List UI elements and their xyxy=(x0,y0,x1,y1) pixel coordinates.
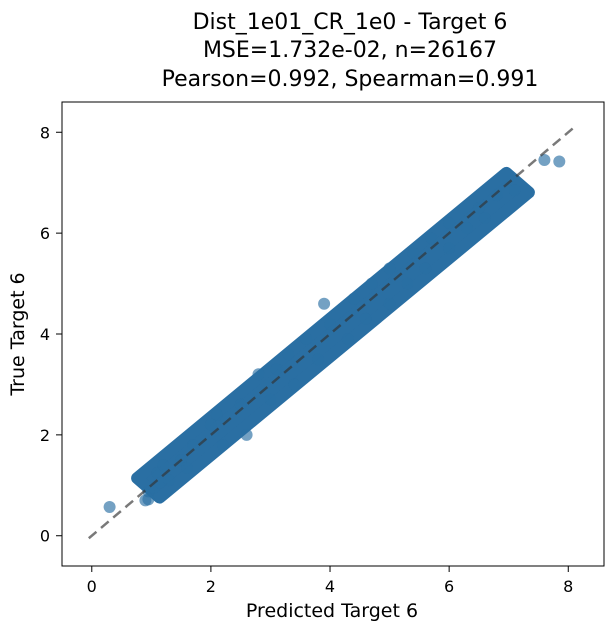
scatter-point xyxy=(553,155,566,168)
scatter-point xyxy=(288,378,301,391)
scatter-point xyxy=(365,277,378,290)
scatter-point xyxy=(401,277,414,290)
scatter-point xyxy=(359,312,372,325)
scatter-point xyxy=(270,363,283,376)
y-axis-ticks: 0 2 4 6 8 xyxy=(40,123,62,546)
scatter-point xyxy=(383,262,396,275)
scatter-point xyxy=(341,333,354,345)
scatter-point xyxy=(300,333,313,345)
scatter-point xyxy=(347,292,360,305)
y-tick-label: 2 xyxy=(40,426,50,445)
scatter-point xyxy=(252,368,265,381)
scatter-point xyxy=(210,408,223,421)
scatter-point xyxy=(181,461,194,474)
scatter-point xyxy=(478,212,491,224)
scatter-point xyxy=(490,189,503,202)
scatter-point xyxy=(157,459,170,472)
scatter-points xyxy=(103,154,566,513)
x-axis-label: Predicted Target 6 xyxy=(246,600,418,622)
scatter-point xyxy=(282,348,295,361)
reference-line xyxy=(87,126,576,540)
x-tick-label: 6 xyxy=(444,577,454,596)
chart-title: Dist_1e01_CR_1e0 - Target 6 MSE=1.732e-0… xyxy=(162,10,539,92)
scatter-point xyxy=(324,317,336,330)
scatter-point xyxy=(240,428,253,441)
scatter-point xyxy=(461,222,473,235)
scatter-point xyxy=(538,154,551,166)
scatter-point xyxy=(103,501,116,513)
x-tick-label: 4 xyxy=(325,577,335,596)
scatter-point xyxy=(443,242,456,255)
scatter-point xyxy=(425,232,438,245)
scatter-point xyxy=(383,297,396,310)
scatter-point xyxy=(508,184,521,197)
scatter-point xyxy=(318,297,331,310)
y-axis-label: True Target 6 xyxy=(7,272,29,396)
scatter-point xyxy=(163,474,176,487)
x-tick-label: 8 xyxy=(563,577,573,596)
x-axis-ticks: 0 2 4 6 8 xyxy=(87,566,573,596)
scatter-point xyxy=(187,439,199,451)
y-tick-label: 0 xyxy=(40,527,50,546)
scatter-point xyxy=(312,353,325,366)
scatter-point xyxy=(216,439,229,451)
title-line-1: Dist_1e01_CR_1e0 - Target 6 xyxy=(193,10,508,35)
scatter-point xyxy=(419,262,432,275)
scatter-point xyxy=(264,393,277,406)
x-tick-label: 2 xyxy=(206,577,216,596)
y-tick-label: 6 xyxy=(40,224,50,243)
scatter-point xyxy=(443,217,456,229)
scatter-point xyxy=(407,247,420,260)
scatter-point xyxy=(204,418,217,431)
title-line-3: Pearson=0.992, Spearman=0.991 xyxy=(162,67,539,92)
y-tick-label: 4 xyxy=(40,325,50,344)
y-tick-label: 8 xyxy=(40,123,50,142)
x-tick-label: 0 xyxy=(87,577,97,596)
title-line-2: MSE=1.732e-02, n=26167 xyxy=(203,38,497,63)
scatter-point xyxy=(234,398,247,411)
